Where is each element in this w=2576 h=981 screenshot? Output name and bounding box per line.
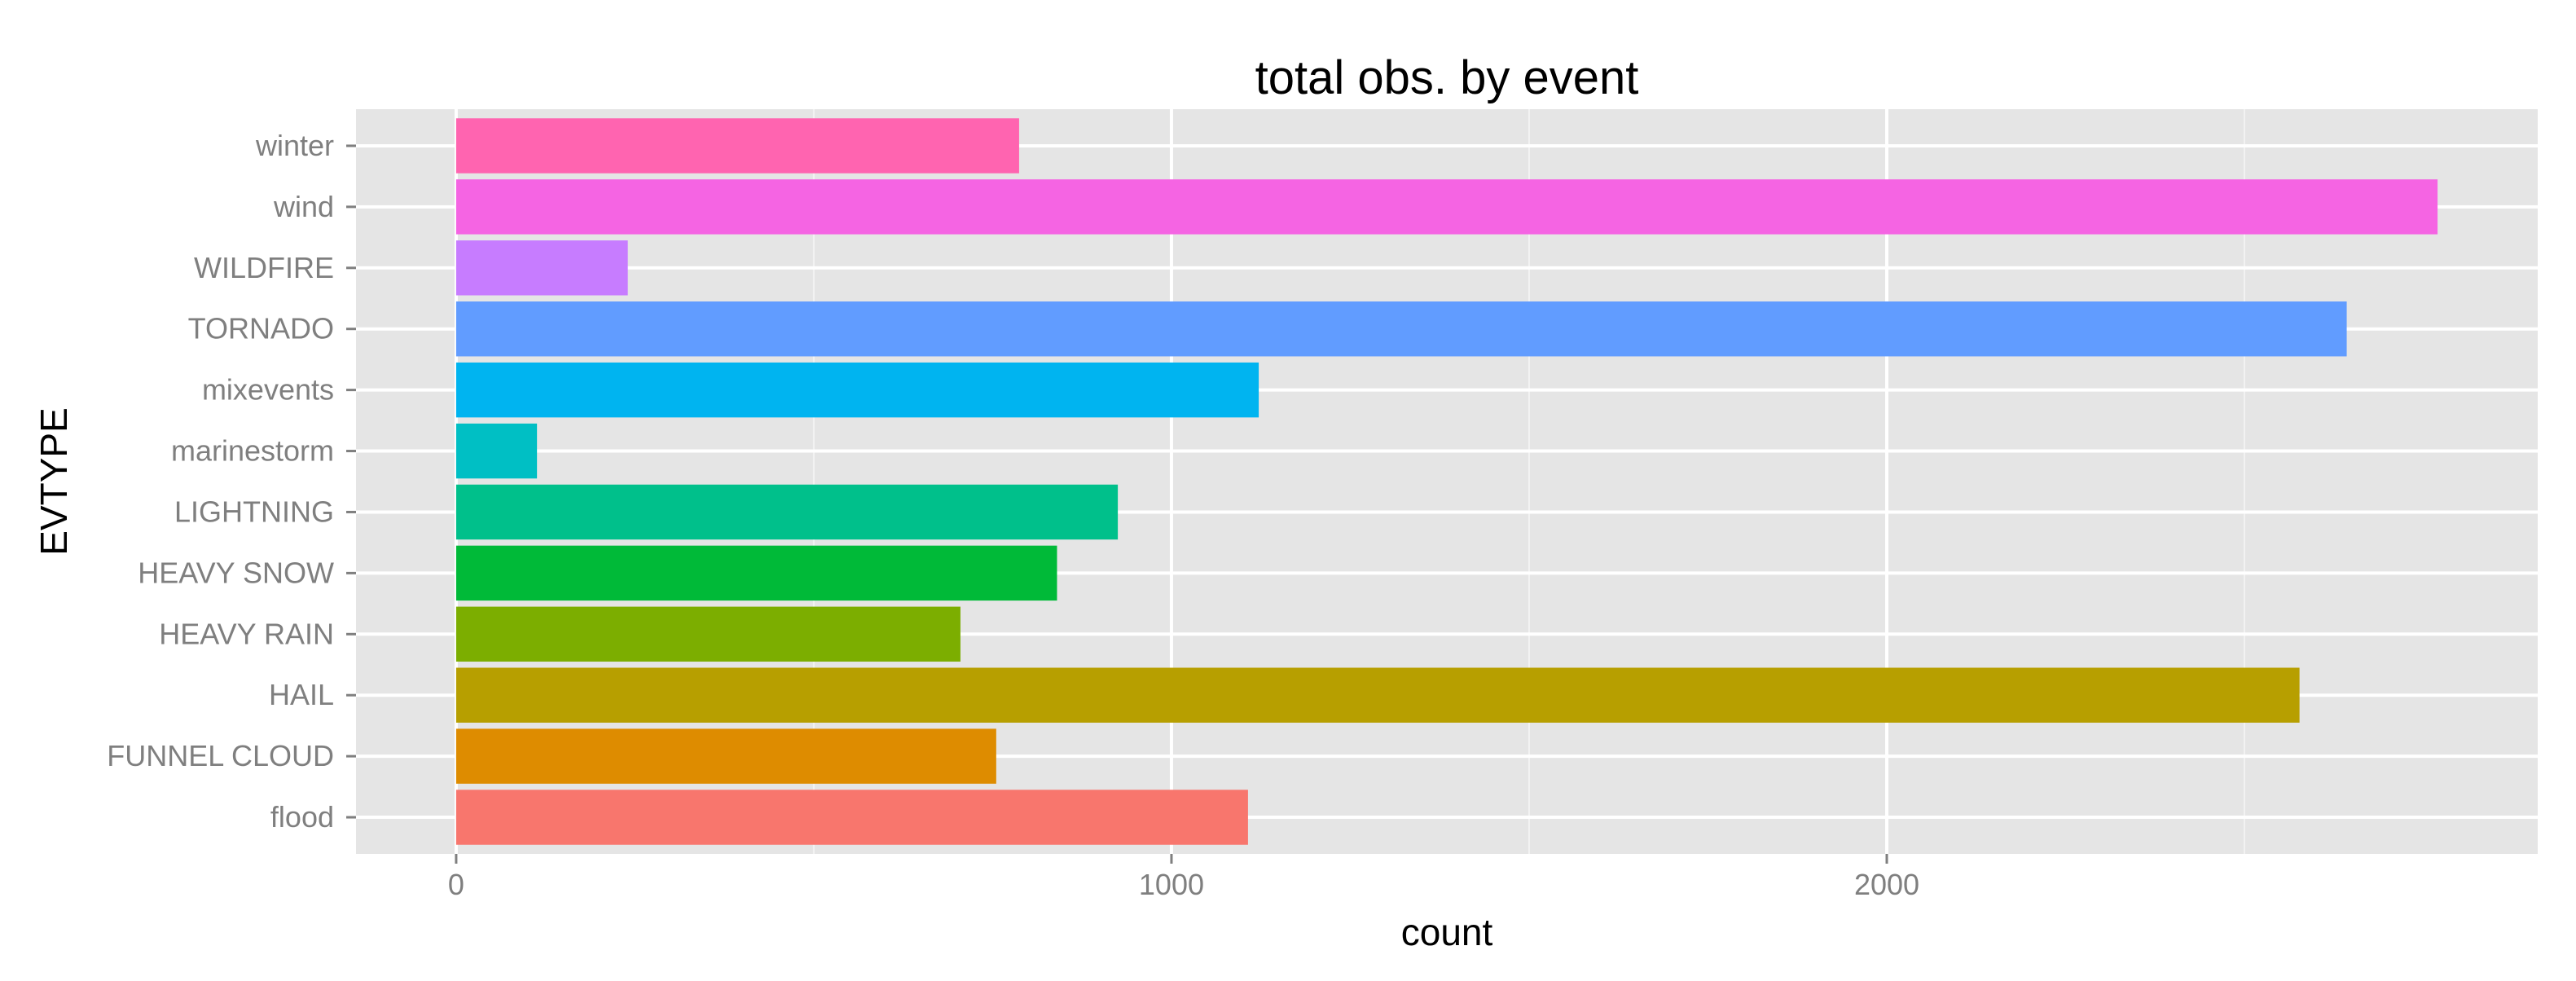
bar xyxy=(455,728,996,784)
bar xyxy=(455,423,538,479)
bar xyxy=(455,240,628,296)
x-tick-label: 1000 xyxy=(1139,868,1204,901)
y-tick-label: winter xyxy=(255,129,334,162)
y-tick-label: flood xyxy=(270,800,334,834)
bars xyxy=(455,118,2438,845)
y-axis-title: EVTYPE xyxy=(33,407,75,556)
bar xyxy=(455,790,1248,845)
bar xyxy=(455,606,961,662)
y-tick-label: mixevents xyxy=(202,373,334,407)
bar xyxy=(455,362,1259,418)
y-tick-label: HAIL xyxy=(269,678,334,711)
y-tick-label: LIGHTNING xyxy=(174,495,334,528)
chart-title: total obs. by event xyxy=(1255,51,1639,104)
bar xyxy=(455,667,2300,723)
y-axis: flood FUNNEL CLOUD HAIL HEAVY RAIN HEAVY SNO… xyxy=(107,129,356,834)
x-tick-label: 2000 xyxy=(1854,868,1919,901)
bar xyxy=(455,545,1057,601)
x-axis: 0 1000 2000 xyxy=(448,854,1919,901)
y-tick-label: wind xyxy=(273,190,334,223)
y-tick-label: WILDFIRE xyxy=(194,251,334,284)
bar xyxy=(455,301,2347,357)
y-tick-label: TORNADO xyxy=(188,312,334,345)
bar xyxy=(455,179,2438,235)
y-tick-label: HEAVY RAIN xyxy=(159,617,334,650)
x-axis-title: count xyxy=(1401,911,1493,953)
bar xyxy=(455,484,1119,540)
x-tick-label: 0 xyxy=(448,868,464,901)
y-tick-label: HEAVY SNOW xyxy=(138,556,334,589)
y-tick-label: FUNNEL CLOUD xyxy=(107,739,334,772)
y-tick-label: marinestorm xyxy=(171,434,334,468)
bar xyxy=(455,118,1019,174)
